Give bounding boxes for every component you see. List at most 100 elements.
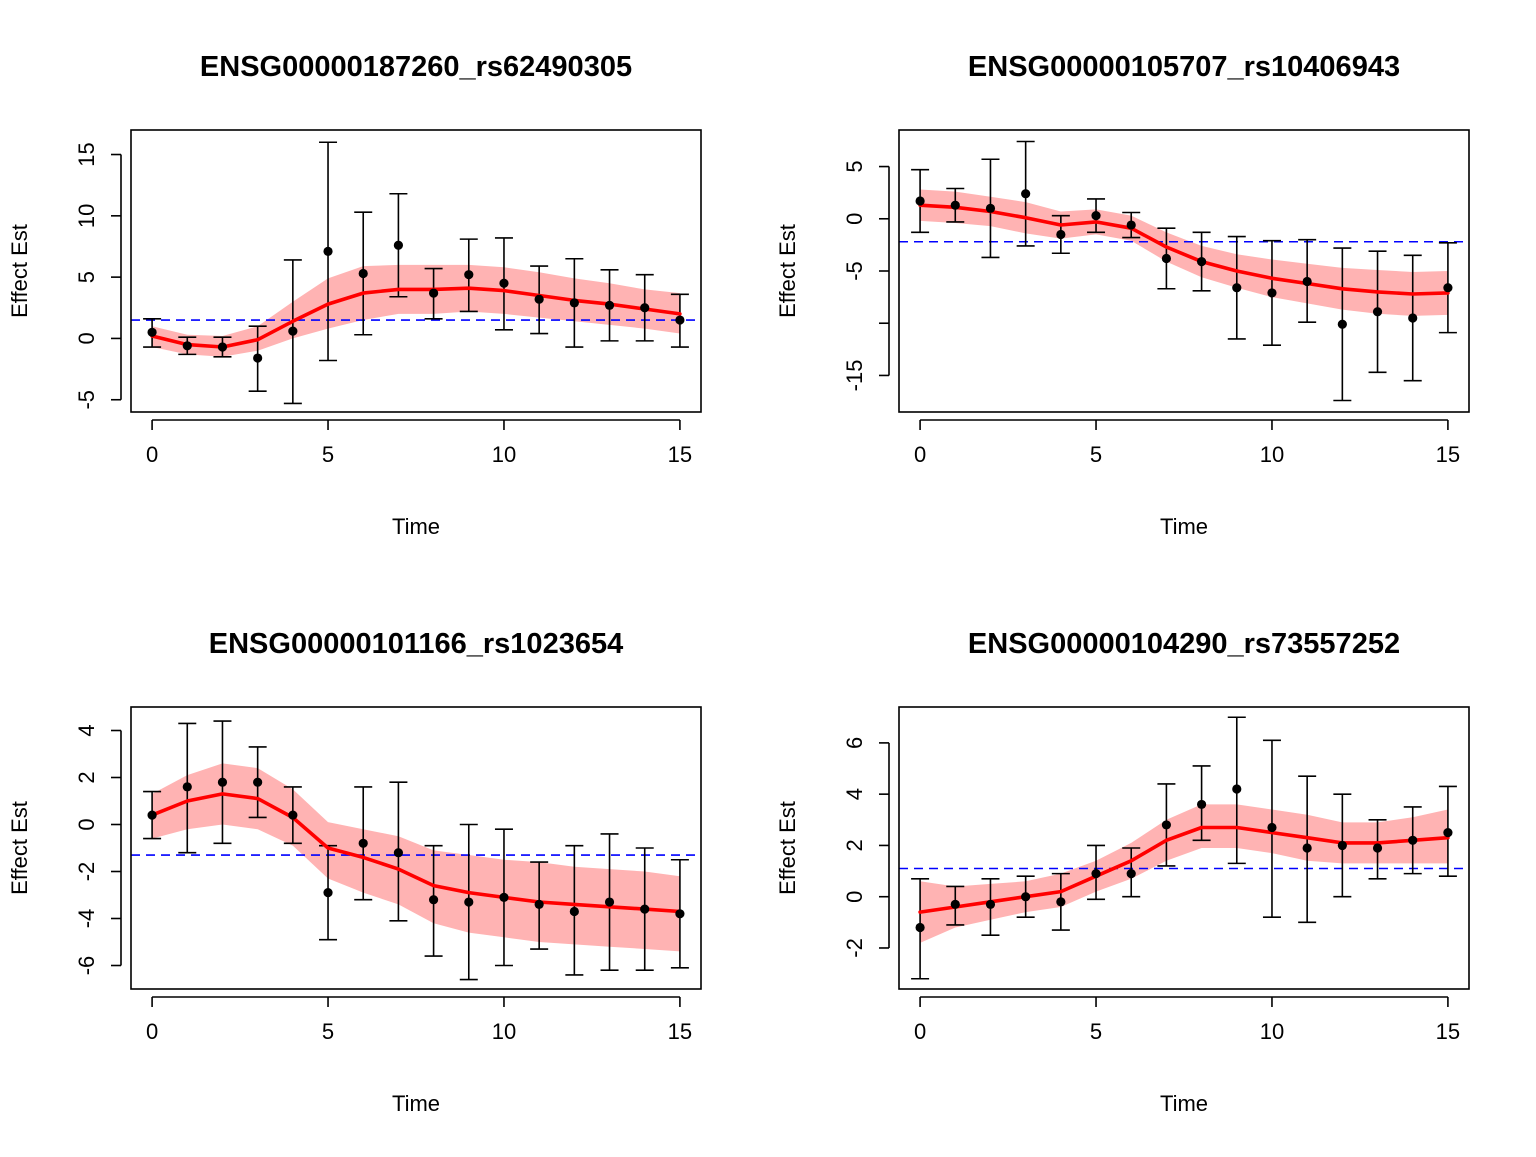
data-point xyxy=(985,899,996,910)
data-point xyxy=(569,298,579,308)
y-tick-label: 10 xyxy=(74,204,99,228)
x-tick-label: 10 xyxy=(492,1019,516,1044)
smooth-line xyxy=(918,203,1450,296)
data-point xyxy=(1232,283,1242,293)
data-point xyxy=(915,922,925,933)
data-point xyxy=(1126,869,1136,879)
x-tick-label: 5 xyxy=(322,1019,334,1044)
plot-frame xyxy=(898,129,1470,413)
x-tick-label: 15 xyxy=(668,1019,692,1044)
y-tick-label: 4 xyxy=(74,724,99,736)
data-point xyxy=(1021,189,1031,199)
y-axis-label: Effect Est xyxy=(7,224,32,318)
data-point xyxy=(569,906,579,917)
chart-title: ENSG00000187260_rs62490305 xyxy=(200,51,632,83)
data-point xyxy=(464,270,474,280)
data-point xyxy=(1443,283,1453,293)
x-tick-label: 15 xyxy=(668,442,692,467)
chart-panel-4: ENSG00000104290_rs73557252 0 5 10 15 Time -2 0 2… xyxy=(775,628,1470,1116)
data-point xyxy=(1091,869,1101,879)
data-point xyxy=(464,897,474,907)
data-point xyxy=(1302,276,1312,287)
x-axis-label: Time xyxy=(1160,514,1208,539)
x-tick-label: 10 xyxy=(1260,442,1284,467)
data-point xyxy=(1091,211,1101,221)
data-point xyxy=(393,848,404,858)
data-point xyxy=(182,341,192,351)
confidence-band xyxy=(152,763,680,952)
x-axis-label: Time xyxy=(392,514,440,539)
y-tick-label: -2 xyxy=(74,862,99,882)
y-tick-label: 2 xyxy=(74,771,99,783)
data-point xyxy=(1443,828,1453,838)
data-point xyxy=(393,240,404,250)
data-point xyxy=(675,909,685,919)
data-point xyxy=(1337,840,1347,851)
data-point xyxy=(1161,820,1172,830)
x-tick-label: 5 xyxy=(1090,1019,1102,1044)
smooth-line xyxy=(150,792,682,914)
data-point xyxy=(147,810,157,820)
plot-frame xyxy=(130,129,702,413)
data-point xyxy=(288,810,298,820)
data-point xyxy=(147,327,157,337)
data-point xyxy=(604,300,615,310)
x-tick-label: 5 xyxy=(1090,442,1102,467)
data-point xyxy=(640,904,650,914)
y-tick-label: 0 xyxy=(842,891,867,903)
data-point xyxy=(1267,822,1277,833)
data-point xyxy=(358,838,368,848)
data-point xyxy=(1337,319,1347,329)
y-tick-label: -15 xyxy=(842,360,867,392)
data-point xyxy=(1196,257,1207,267)
y-tick-label: 2 xyxy=(842,839,867,851)
y-tick-label: 15 xyxy=(74,142,99,166)
data-point xyxy=(604,897,615,907)
y-tick-label: -6 xyxy=(74,956,99,976)
chart-panel-3: ENSG00000101166_rs1023654 0 5 10 15 Time -6 -4 -… xyxy=(7,628,702,1116)
y-tick-label: 6 xyxy=(842,737,867,749)
chart-title: ENSG00000105707_rs10406943 xyxy=(968,51,1400,83)
data-point xyxy=(1126,220,1136,230)
smooth-line xyxy=(918,825,1450,914)
chart-title: ENSG00000104290_rs73557252 xyxy=(968,628,1400,660)
data-point xyxy=(1267,288,1277,298)
y-tick-label: -5 xyxy=(842,261,867,281)
data-point xyxy=(1372,307,1383,317)
x-tick-label: 0 xyxy=(914,442,926,467)
y-tick-label: -5 xyxy=(74,390,99,410)
x-tick-label: 0 xyxy=(146,1019,158,1044)
data-point xyxy=(428,895,439,905)
x-tick-label: 10 xyxy=(1260,1019,1284,1044)
data-point xyxy=(1372,843,1383,853)
data-point xyxy=(915,196,925,206)
y-tick-label: 0 xyxy=(74,332,99,344)
y-tick-label: 5 xyxy=(74,271,99,283)
x-axis-label: Time xyxy=(1160,1091,1208,1116)
data-point xyxy=(1302,843,1312,853)
x-tick-label: 0 xyxy=(146,442,158,467)
data-point xyxy=(1056,897,1066,907)
y-tick-label: 0 xyxy=(74,818,99,830)
plot-frame xyxy=(898,706,1470,990)
data-point xyxy=(323,246,333,256)
chart-title: ENSG00000101166_rs1023654 xyxy=(209,628,623,660)
data-point xyxy=(217,777,228,787)
data-point xyxy=(1408,835,1418,845)
y-axis-label: Effect Est xyxy=(775,801,800,895)
smooth-line xyxy=(150,286,682,349)
data-point xyxy=(534,294,544,304)
data-point xyxy=(323,888,333,898)
x-tick-label: 5 xyxy=(322,442,334,467)
data-point xyxy=(499,278,509,288)
x-tick-label: 15 xyxy=(1436,1019,1460,1044)
y-axis-label: Effect Est xyxy=(7,801,32,895)
data-point xyxy=(675,315,685,325)
data-point xyxy=(534,899,544,910)
x-tick-label: 15 xyxy=(1436,442,1460,467)
y-axis-label: Effect Est xyxy=(775,224,800,318)
data-point xyxy=(217,342,228,352)
data-point xyxy=(358,268,368,279)
x-tick-label: 0 xyxy=(914,1019,926,1044)
